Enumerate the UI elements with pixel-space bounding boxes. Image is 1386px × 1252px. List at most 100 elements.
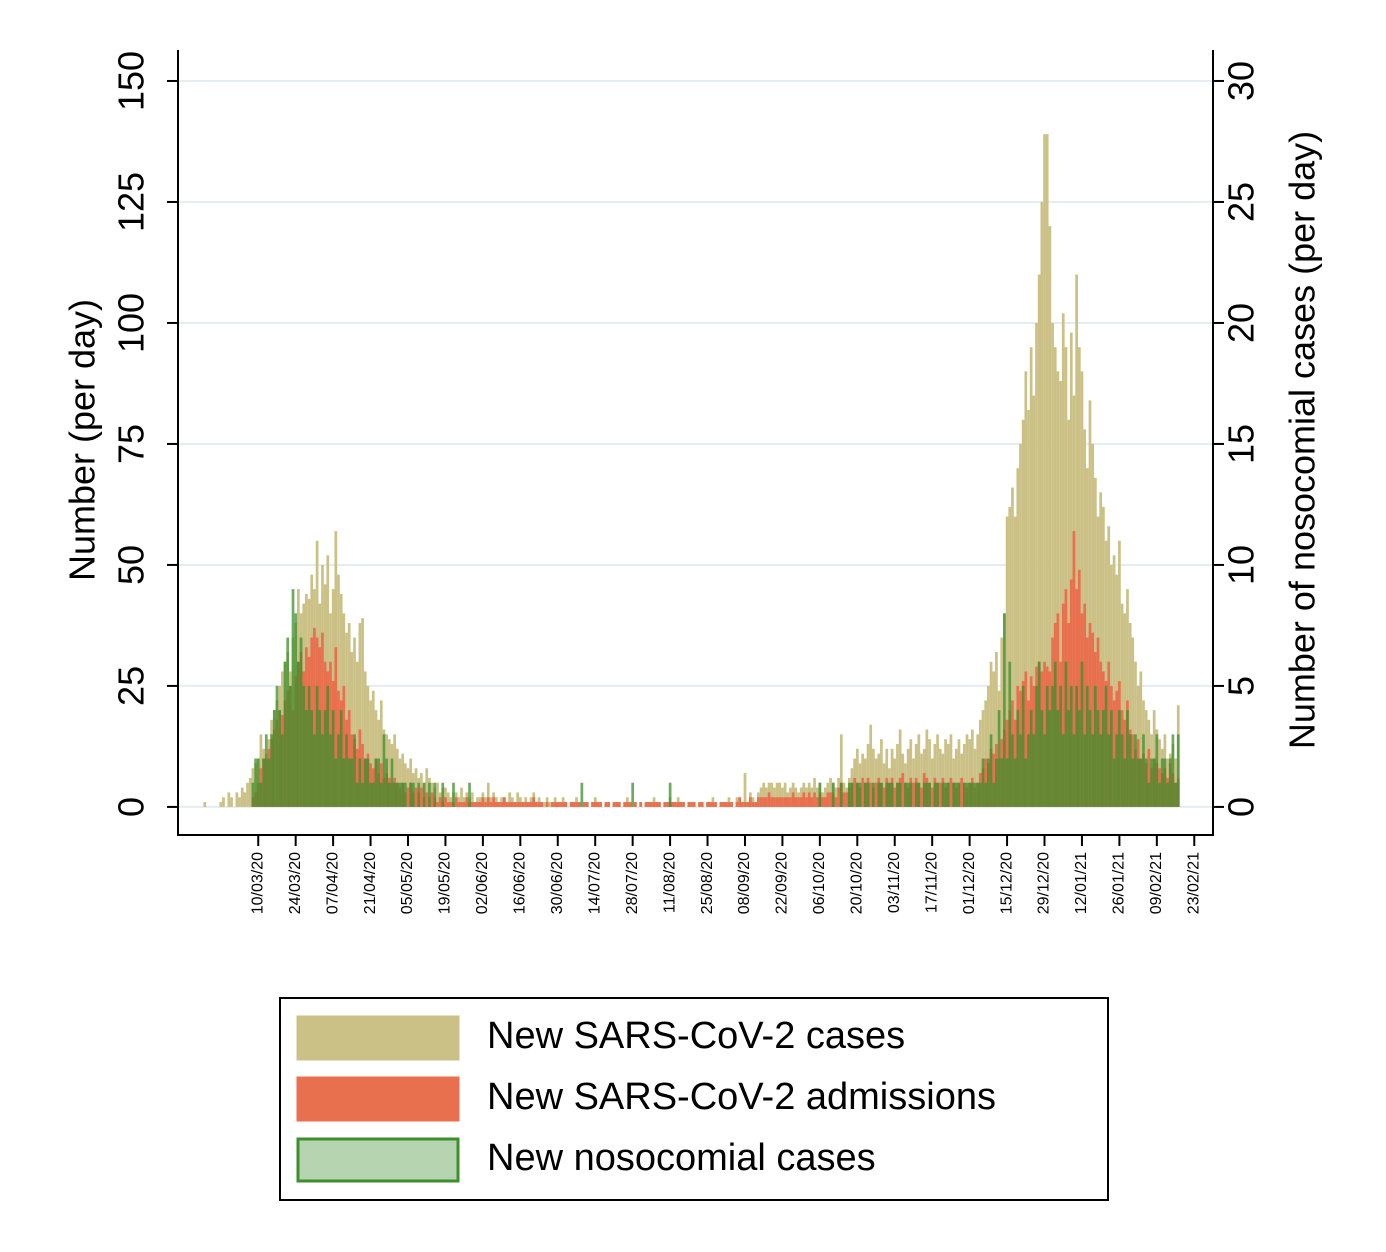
bar: [765, 797, 768, 807]
bar: [730, 802, 733, 807]
bar: [203, 802, 207, 807]
bar: [706, 802, 709, 807]
x-tick-label: 29/12/20: [1036, 852, 1053, 914]
bar: [1080, 371, 1084, 807]
bar: [262, 758, 265, 807]
bar: [743, 802, 747, 807]
bar: [395, 748, 399, 807]
bar: [679, 802, 683, 807]
bar: [374, 758, 378, 807]
bar: [390, 758, 394, 807]
x-tick-label: 17/11/20: [923, 852, 940, 913]
bar: [299, 637, 303, 807]
bar: [775, 797, 779, 807]
bar: [513, 802, 517, 807]
legend-label: New SARS-CoV-2 cases: [487, 1015, 905, 1057]
bar: [952, 782, 955, 807]
bar: [770, 797, 774, 807]
bar: [612, 802, 616, 807]
bar: [313, 627, 316, 807]
bar: [1053, 347, 1057, 807]
bar: [387, 782, 391, 807]
bar: [888, 782, 891, 807]
bar: [462, 802, 466, 807]
bar: [676, 797, 680, 807]
bar: [1077, 710, 1081, 807]
bar: [1061, 603, 1065, 807]
bar: [508, 792, 512, 807]
bar: [379, 700, 383, 807]
y2-tick-label: 30: [1221, 61, 1262, 101]
bar: [251, 782, 255, 807]
bar: [941, 782, 945, 807]
bar: [468, 782, 471, 807]
bar: [1118, 710, 1121, 807]
y2-tick-label: 25: [1221, 182, 1262, 222]
bar: [521, 802, 525, 807]
x-tick-label: 24/03/20: [287, 852, 304, 914]
bar: [553, 797, 557, 807]
bar: [898, 782, 902, 807]
bar: [430, 792, 434, 807]
bar: [280, 734, 284, 807]
bar: [1045, 685, 1049, 807]
bar: [920, 787, 923, 807]
bar: [235, 792, 239, 807]
bar: [853, 777, 857, 807]
bar: [355, 748, 359, 807]
bar: [329, 734, 332, 807]
bar: [1016, 710, 1020, 807]
bar: [751, 797, 755, 807]
bar: [933, 782, 937, 807]
bar: [246, 782, 249, 807]
bar: [666, 802, 669, 807]
bar: [510, 802, 514, 807]
bar: [575, 797, 578, 807]
bar: [904, 782, 907, 807]
bar: [893, 758, 897, 807]
bar: [909, 782, 913, 807]
bar: [807, 792, 811, 807]
bar: [818, 782, 822, 807]
bar: [949, 734, 953, 807]
bar: [783, 797, 787, 807]
bar: [1067, 710, 1070, 807]
bar: [401, 753, 405, 807]
bar: [778, 782, 782, 807]
bar: [1048, 710, 1052, 807]
bar: [395, 782, 399, 807]
bar: [960, 777, 963, 807]
bar: [1043, 734, 1046, 807]
bar: [559, 802, 562, 807]
bar: [524, 797, 528, 807]
bar: [412, 782, 415, 807]
legend-swatch: [296, 1015, 460, 1061]
legend-label: New nosocomial cases: [487, 1137, 876, 1179]
bar: [946, 744, 950, 807]
x-tick-label: 01/12/20: [961, 852, 978, 914]
bar: [1171, 734, 1175, 807]
bar: [1075, 274, 1078, 807]
bar: [1126, 710, 1129, 807]
bar: [735, 802, 739, 807]
bar: [1083, 734, 1087, 807]
bar: [970, 782, 974, 807]
bar: [700, 802, 704, 807]
bar: [687, 802, 691, 807]
bar: [727, 797, 731, 807]
bar: [861, 777, 865, 807]
bar: [1142, 734, 1145, 807]
bar: [452, 782, 455, 807]
bar: [997, 710, 1001, 807]
bar: [297, 661, 300, 807]
bar: [949, 777, 953, 807]
bar: [1069, 332, 1073, 807]
bar: [291, 589, 295, 807]
bar: [259, 782, 263, 807]
bar: [751, 802, 755, 807]
bar: [1139, 671, 1143, 807]
bar: [834, 797, 838, 807]
bar: [692, 802, 696, 807]
bar: [288, 685, 292, 807]
bar: [946, 782, 950, 807]
